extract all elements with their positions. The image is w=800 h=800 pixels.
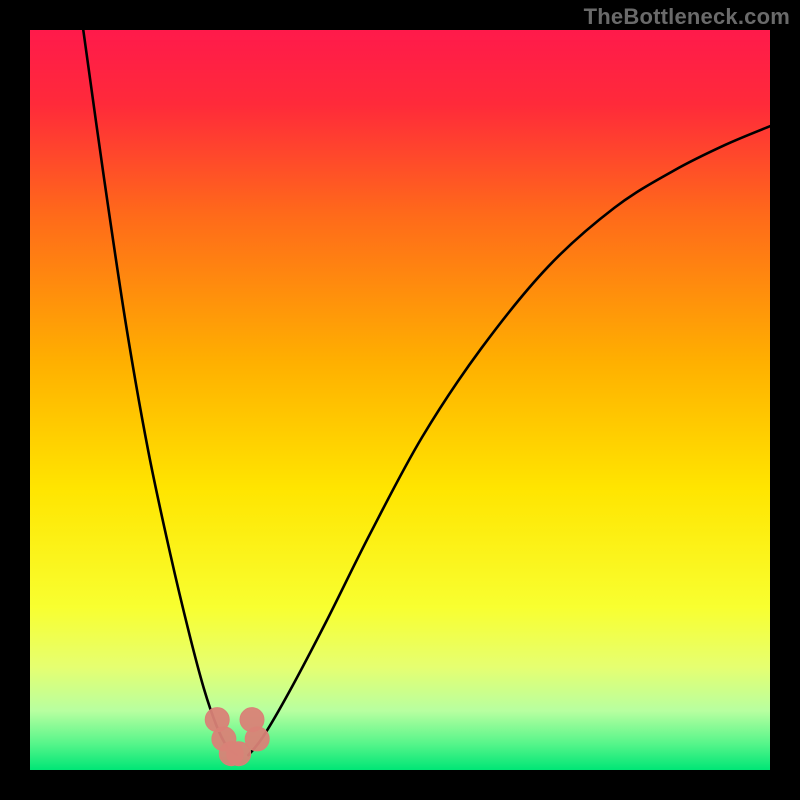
- chart-root: { "canvas": { "width": 800, "height": 80…: [0, 0, 800, 800]
- bottleneck-chart: [0, 0, 800, 800]
- marker-point: [245, 727, 269, 751]
- watermark-text: TheBottleneck.com: [584, 4, 790, 30]
- plot-background: [30, 30, 770, 770]
